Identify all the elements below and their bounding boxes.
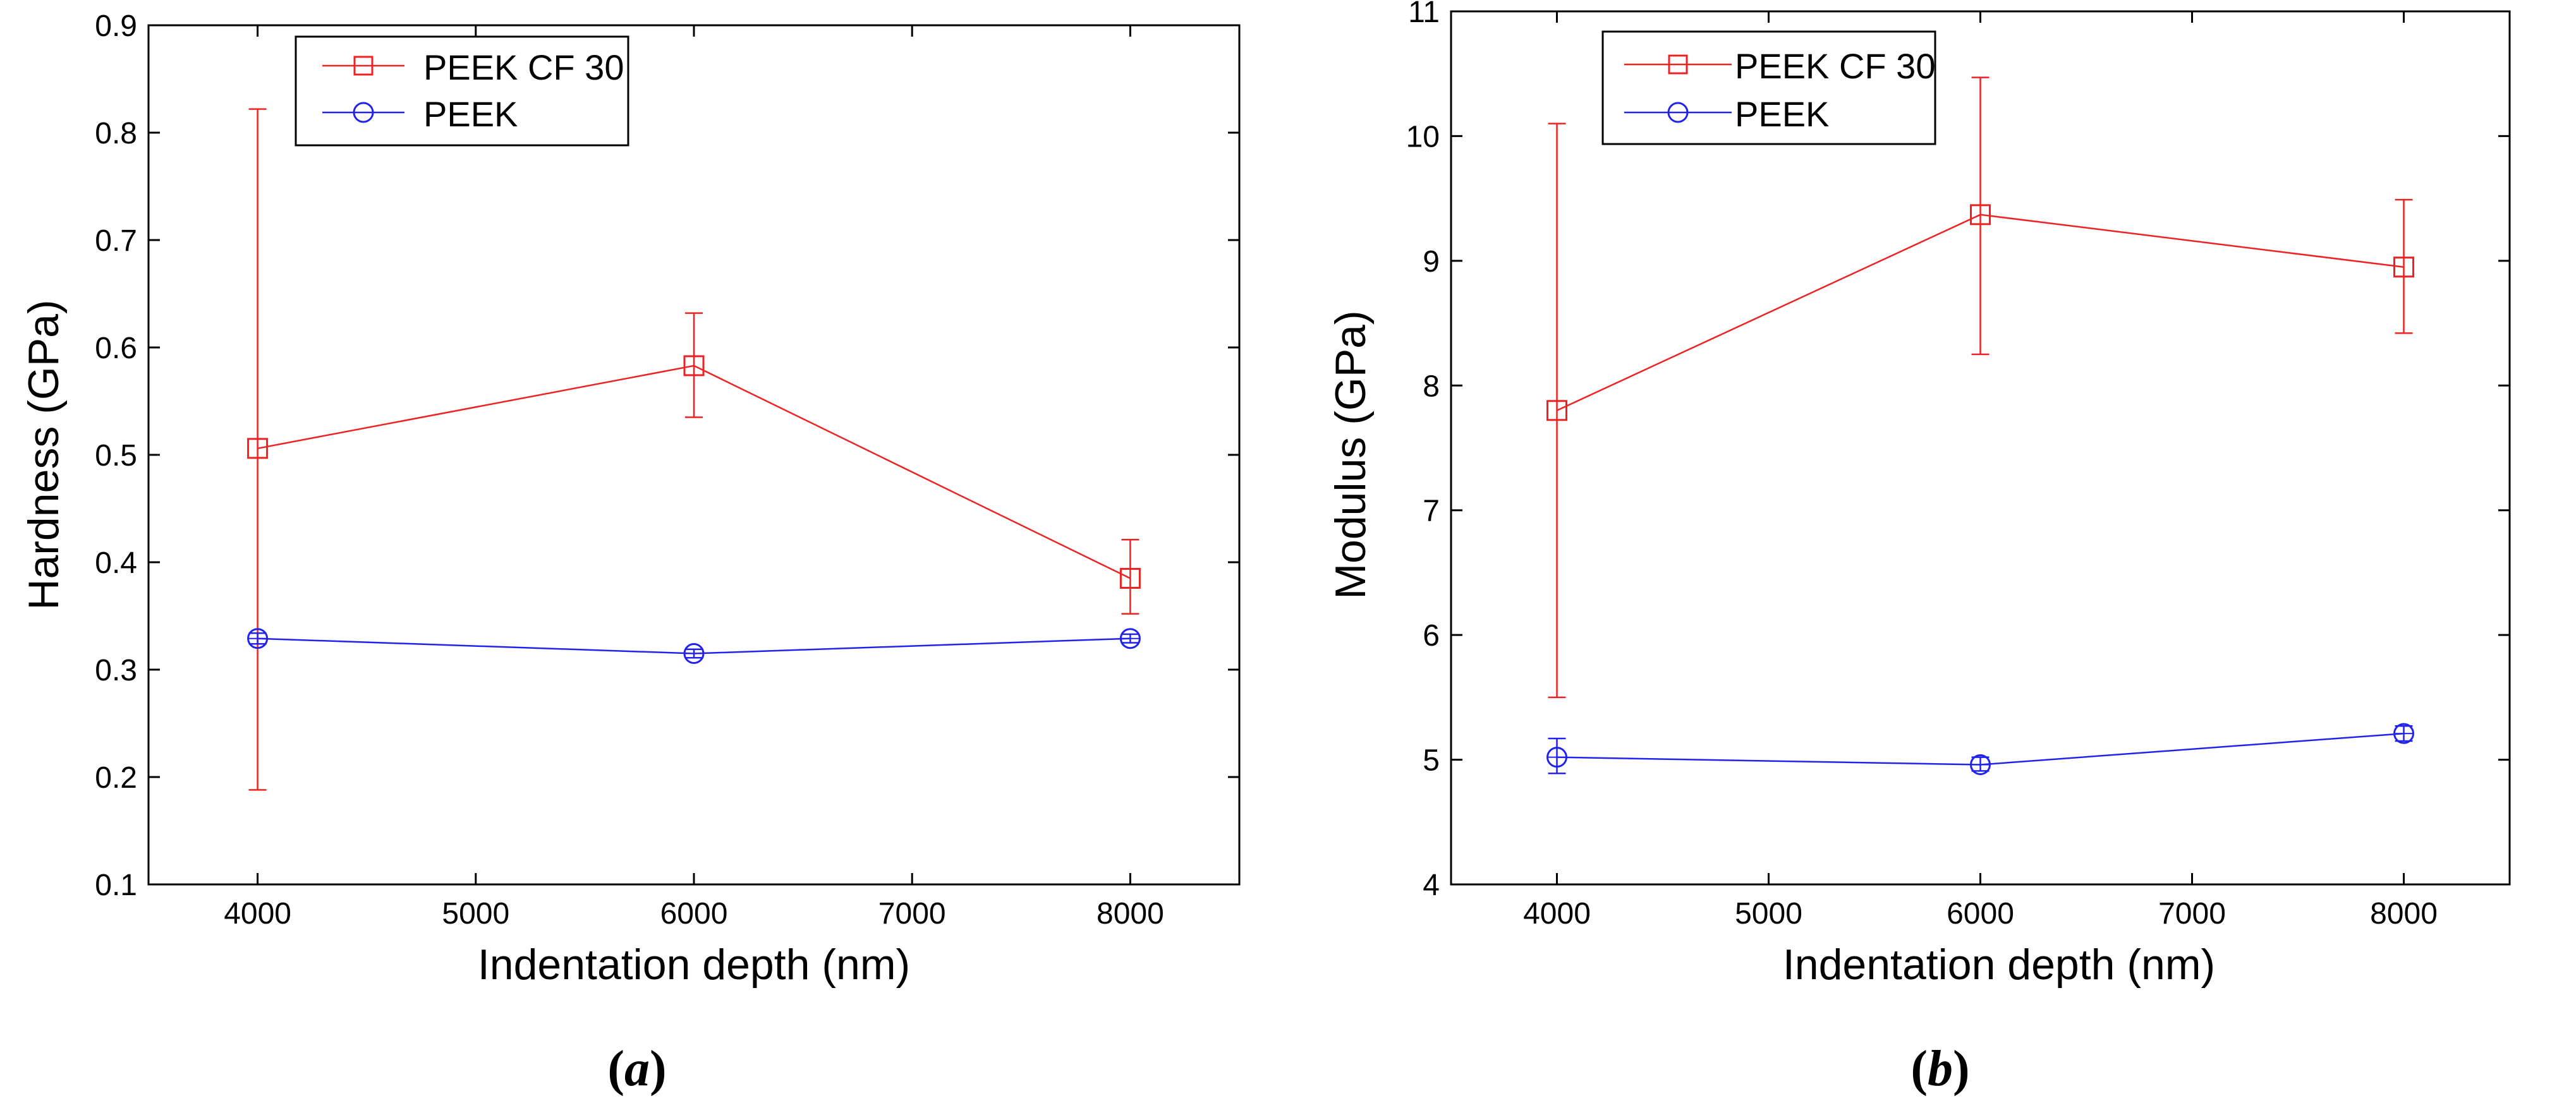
y-tick-label-a-7: 0.8 [95,117,137,150]
legend-label-peek-cf30-b: PEEK CF 30 [1735,46,1935,86]
x-tick-label-a-2: 6000 [660,897,728,931]
x-tick-label-a-0: 4000 [224,897,291,931]
x-tick-label-a-1: 5000 [442,897,509,931]
x-axis-label-a: Indentation depth (nm) [478,941,910,989]
legend-box-b [1601,30,1936,145]
y-tick-label-b-0: 4 [1423,869,1440,902]
data-point-peek-cf30-a-0 [247,438,269,459]
y-tick-label-a-6: 0.7 [95,224,137,258]
chart-panel-a: 4000 5000 6000 7000 8000 0.10.20.30.40.50.60… [20,9,1241,1097]
data-point-peek-cf30-b-0 [1546,400,1567,421]
data-point-peek-cf30-b-1 [1970,204,1991,226]
legend-box-a [295,35,629,147]
series-group-b [1546,76,2414,775]
y-tick-label-a-8: 0.9 [95,9,137,43]
series-line-peek-cf30-a [257,365,1131,579]
y-axis-label-a: Hardness (GPa) [20,299,68,610]
legend-a: PEEK CF 30 PEEK [295,35,629,147]
legend-circle-marker-icon-a [353,102,374,123]
x-tick-label-b-4: 8000 [2370,897,2438,931]
x-tick-label-a-4: 8000 [1097,897,1164,931]
data-point-peek-cf30-b-2 [2393,256,2414,278]
legend-circle-marker-icon-b [1667,102,1689,123]
legend-label-peek-a: PEEK [423,94,518,134]
x-axis-ticks-a: 4000 5000 6000 7000 8000 [224,25,1164,931]
panel-label-b: (b) [1911,1041,1969,1097]
y-tick-label-b-1: 5 [1423,744,1440,778]
y-axis-label-b: Modulus (GPa) [1327,310,1375,599]
x-axis-ticks-b: 4000 5000 6000 7000 8000 [1523,11,2438,931]
y-tick-label-a-3: 0.4 [95,546,137,580]
x-axis-label-b: Indentation depth (nm) [1783,941,2215,989]
data-point-peek-cf30-a-1 [683,355,705,377]
x-tick-label-b-0: 4000 [1523,897,1591,931]
y-tick-label-a-4: 0.5 [95,439,137,473]
x-tick-label-b-1: 5000 [1735,897,1802,931]
series-line-peek-cf30-b [1556,214,2404,411]
y-tick-label-b-4: 8 [1423,370,1440,403]
chart-panel-b: 4000 5000 6000 7000 8000 4 5 6 7 8 9 10 11 Indentat… [1327,0,2511,1097]
data-point-peek-cf30-a-2 [1119,568,1141,589]
legend-square-marker-icon-b [1668,54,1688,75]
x-tick-label-b-2: 6000 [1947,897,2014,931]
plot-area-a [147,24,1241,886]
y-tick-label-b-7: 11 [1408,0,1440,29]
x-tick-label-b-3: 7000 [2158,897,2226,931]
x-tick-label-a-3: 7000 [878,897,946,931]
y-tick-label-a-5: 0.6 [95,332,137,365]
legend-square-marker-icon-a [353,56,374,76]
y-tick-label-b-2: 6 [1423,619,1440,653]
series-group-a [247,108,1141,791]
y-axis-ticks-b: 4 5 6 7 8 9 10 11 [1406,0,2510,902]
y-tick-label-b-5: 9 [1423,245,1440,279]
y-tick-label-b-6: 10 [1406,120,1440,154]
legend-label-peek-cf30-a: PEEK CF 30 [423,47,624,87]
y-tick-label-a-1: 0.2 [95,761,137,795]
legend-label-peek-b: PEEK [1735,94,1829,134]
y-tick-label-a-0: 0.1 [95,869,137,902]
y-tick-label-a-2: 0.3 [95,654,137,687]
y-axis-ticks-a: 0.1 0.2 0.3 0.4 0.5 0.6 0.7 0.8 0.9 [95,9,1239,902]
y-tick-label-b-3: 7 [1423,495,1440,528]
panel-label-a: (a) [607,1041,666,1097]
legend-b: PEEK CF 30 PEEK [1601,30,1936,145]
